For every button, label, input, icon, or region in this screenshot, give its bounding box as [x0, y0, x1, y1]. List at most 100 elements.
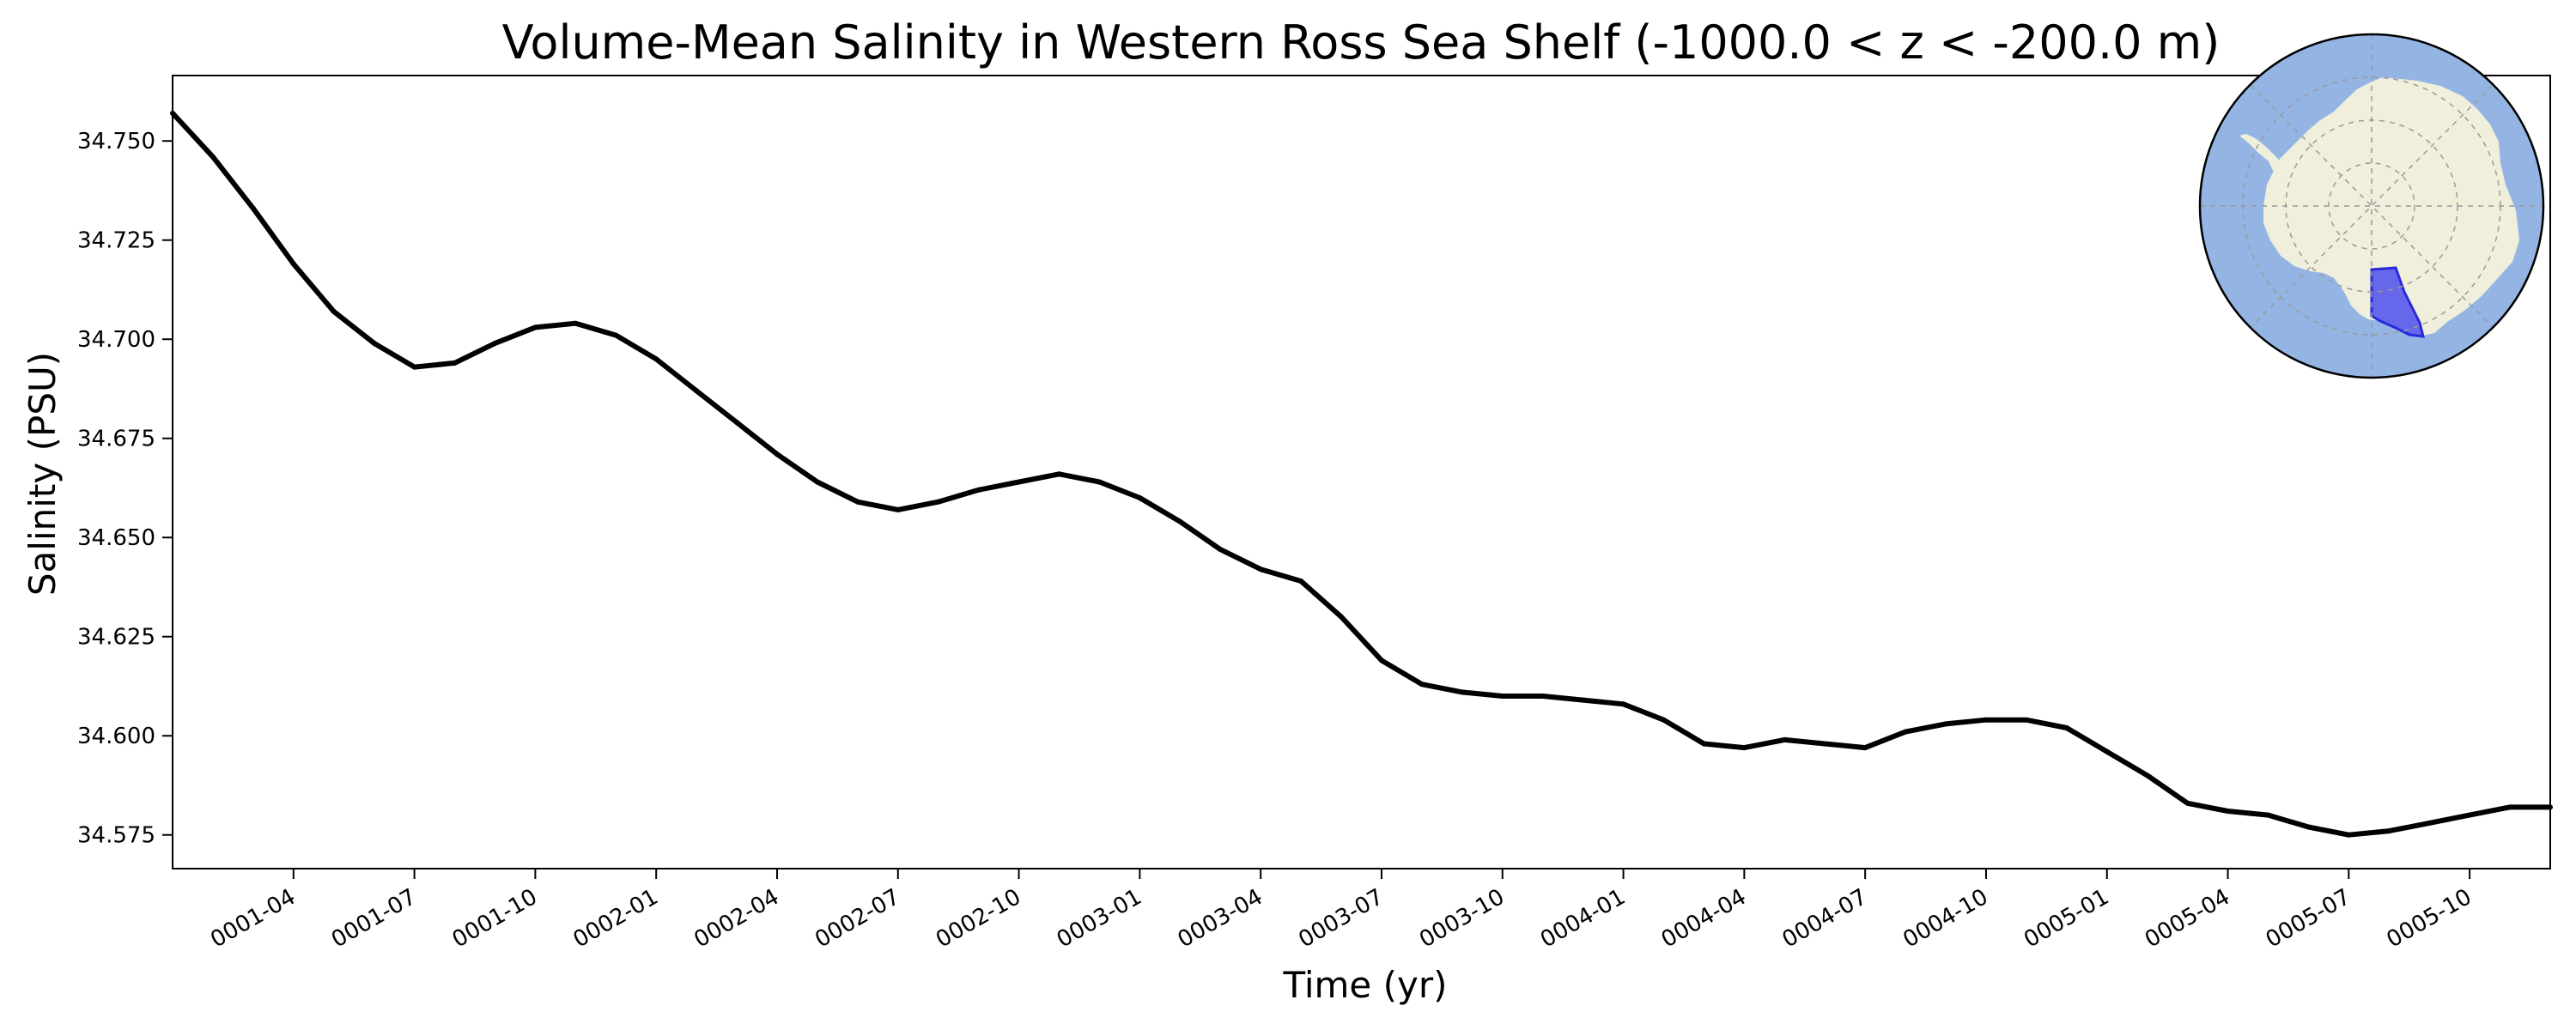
data-point	[653, 356, 659, 362]
y-tick-label: 34.675	[77, 427, 155, 452]
data-point	[1661, 717, 1667, 723]
data-point	[371, 340, 377, 346]
data-point	[2225, 809, 2231, 814]
data-point	[2386, 828, 2392, 834]
data-point	[1056, 471, 1062, 477]
x-tick-label: 0002-07	[811, 884, 904, 953]
x-tick-label: 0003-10	[1415, 884, 1509, 953]
data-point	[1540, 694, 1546, 699]
data-point	[492, 340, 498, 346]
x-tick-label: 0003-01	[1053, 884, 1146, 953]
y-axis-label: Salinity (PSU)	[21, 352, 64, 596]
x-tick-label: 0004-10	[1899, 884, 1992, 953]
x-tick-label: 0003-04	[1174, 884, 1267, 953]
data-point	[935, 499, 941, 505]
data-point	[1097, 479, 1103, 485]
salinity-series-line	[170, 111, 2550, 838]
data-point	[411, 364, 417, 370]
x-tick-label: 0003-07	[1294, 884, 1388, 953]
antarctica-landmass	[2263, 77, 2519, 336]
data-point	[532, 324, 538, 330]
x-tick-label: 0001-04	[206, 884, 300, 953]
y-tick-label: 34.625	[77, 625, 155, 651]
data-point	[1822, 741, 1828, 747]
y-axis-ticks: 34.575 34.600 34.625 34.650 34.675 34.700 34.7…	[77, 129, 173, 849]
data-point	[1943, 721, 1948, 727]
y-tick-label: 34.725	[77, 228, 155, 254]
data-point	[331, 308, 337, 314]
antarctica-inset-map	[2198, 33, 2545, 379]
data-point	[2063, 725, 2069, 730]
data-point	[1499, 694, 1505, 699]
data-point	[573, 320, 579, 326]
data-point	[2104, 748, 2110, 754]
x-axis-ticks: 0001-04 0001-07 0001-10 0002-01 0002-04 0002-…	[206, 869, 2476, 953]
data-point	[975, 487, 981, 493]
y-tick-label: 34.650	[77, 525, 155, 551]
data-point	[694, 388, 700, 394]
data-point	[1862, 745, 1868, 751]
data-point	[775, 451, 780, 457]
data-point	[1903, 729, 1909, 735]
y-tick-label: 34.600	[77, 724, 155, 749]
x-tick-label: 0001-07	[327, 884, 421, 953]
data-point	[2507, 804, 2513, 810]
data-point	[2467, 812, 2473, 818]
data-point	[210, 154, 216, 160]
x-tick-label: 0002-10	[932, 884, 1025, 953]
data-point	[1137, 495, 1143, 500]
x-tick-label: 0001-10	[448, 884, 542, 953]
data-point	[290, 261, 296, 267]
data-point	[452, 360, 458, 366]
chart-title: Volume-Mean Salinity in Western Ross Sea…	[502, 15, 2221, 70]
data-point	[895, 506, 901, 512]
data-point	[2346, 832, 2352, 838]
data-point	[854, 499, 860, 505]
data-point	[250, 205, 256, 211]
ross-sea-region	[2370, 266, 2425, 338]
y-tick-label: 34.575	[77, 823, 155, 849]
inset-graticule	[2200, 34, 2543, 378]
y-tick-label: 34.750	[77, 129, 155, 154]
data-point	[2427, 820, 2433, 826]
data-point	[1701, 741, 1707, 747]
data-point	[2184, 800, 2190, 806]
data-point	[1218, 547, 1224, 553]
y-tick-label: 34.700	[77, 327, 155, 353]
data-point	[2144, 772, 2150, 779]
data-point	[1620, 701, 1626, 707]
data-point	[2306, 824, 2312, 830]
data-point	[1298, 579, 1304, 584]
antarctic-peninsula	[2239, 134, 2294, 191]
plot-frame	[172, 75, 2551, 869]
data-point	[1258, 566, 1264, 573]
x-tick-label: 0005-01	[2020, 884, 2113, 953]
data-point	[1379, 657, 1384, 663]
data-point	[2265, 812, 2271, 818]
data-point	[734, 420, 740, 426]
data-point	[1741, 745, 1747, 751]
x-axis-label: Time (yr)	[1282, 964, 1447, 1006]
x-tick-label: 0005-04	[2141, 884, 2234, 953]
x-tick-label: 0004-04	[1657, 884, 1751, 953]
x-tick-label: 0004-01	[1536, 884, 1630, 953]
data-point	[613, 332, 619, 338]
x-tick-label: 0004-07	[1778, 884, 1872, 953]
x-tick-label: 0005-07	[2262, 884, 2355, 953]
data-point	[1459, 689, 1465, 695]
data-point	[1177, 518, 1183, 524]
x-tick-label: 0002-04	[690, 884, 783, 953]
data-point	[1016, 479, 1022, 485]
data-point	[1419, 682, 1425, 688]
inset-border	[2198, 33, 2545, 379]
data-point	[2023, 717, 2029, 723]
data-point	[1580, 697, 1586, 703]
data-point	[1983, 717, 1989, 723]
data-point	[814, 479, 820, 485]
data-point	[1339, 614, 1344, 620]
x-tick-label: 0005-10	[2383, 884, 2476, 953]
data-point	[1782, 736, 1788, 742]
x-tick-label: 0002-01	[569, 884, 663, 953]
salinity-data-points	[170, 110, 2553, 838]
